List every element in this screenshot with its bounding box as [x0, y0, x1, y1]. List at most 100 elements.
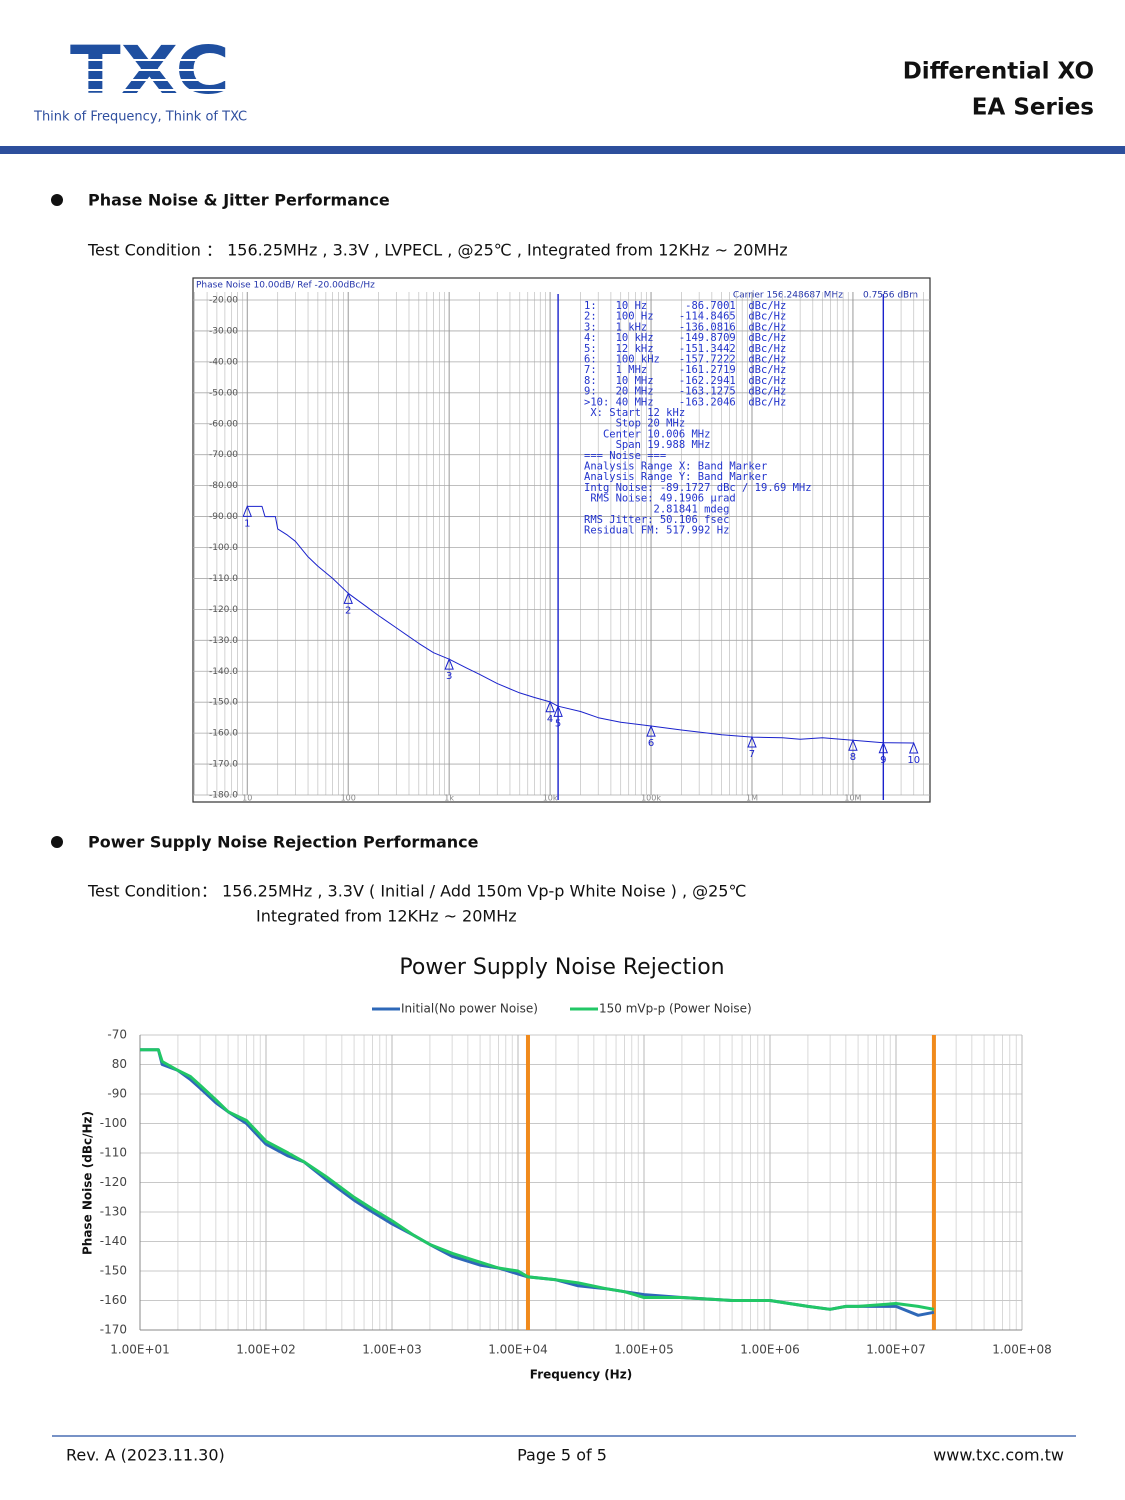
x-tick-label: 100 [341, 794, 356, 803]
marker [545, 700, 555, 713]
marker-table-line: 5: 12 kHz -151.3442 dBc/Hz [584, 343, 786, 355]
marker [646, 724, 656, 737]
y-tick-label: -20.00 [209, 296, 238, 306]
marker-table-line: 6: 100 kHz -157.7222 dBc/Hz [584, 354, 786, 366]
test-condition: Test Condition ： 156.25MHz , 3.3V , LVPE… [87, 241, 788, 260]
marker [343, 592, 353, 604]
marker-label: 1 [244, 518, 250, 529]
y-tick-label: -140.0 [209, 667, 238, 677]
marker-label: 8 [850, 752, 856, 763]
x-tick-label: 1.00E+03 [362, 1343, 422, 1357]
marker [242, 505, 253, 517]
marker-label: 6 [648, 738, 654, 749]
x-tick-label: 10k [543, 794, 558, 803]
legend-label: 150 mVp-p (Power Noise) [599, 1002, 752, 1016]
y-tick-label: -40.00 [209, 357, 238, 367]
y-tick-label: -160 [100, 1293, 127, 1307]
plot-frame [192, 277, 931, 803]
y-tick-label: -50.00 [209, 388, 238, 398]
marker-table-line: 8: 10 MHz -162.2941 dBc/Hz [584, 375, 786, 387]
marker [444, 657, 454, 670]
marker-label: 10 [907, 755, 920, 766]
section-heading: Power Supply Noise Rejection Performance [88, 833, 479, 852]
marker [747, 735, 757, 748]
y-tick-label: -120.0 [209, 605, 238, 615]
x-tick-label: 1.00E+07 [866, 1343, 926, 1357]
chart-subtitle: 0.7556 dBm [863, 291, 918, 301]
marker-table-line: === Noise === [584, 450, 666, 462]
markers: 1 2 3 4 5 6 7 8 9 10 [242, 505, 920, 766]
y-tick-label: -90 [107, 1087, 127, 1101]
y-tick-label: -130.0 [209, 636, 238, 646]
marker [848, 738, 858, 751]
marker-table-line: 2.81841 mdeg [584, 503, 729, 515]
y-tick-label: -120 [100, 1175, 127, 1189]
marker-table-line: Center 10.006 MHz [584, 428, 710, 440]
marker-table-line: Analysis Range Y: Band Marker [584, 471, 767, 483]
y-tick-label: -150 [100, 1264, 127, 1278]
marker-table-line: 3: 1 kHz -136.0816 dBc/Hz [584, 321, 786, 333]
marker-table-line: Stop 20 MHz [584, 418, 685, 430]
y-tick-label: -140 [100, 1234, 127, 1248]
y-tick-label: -170.0 [209, 760, 238, 770]
marker-label: 4 [547, 714, 553, 725]
marker-label: 9 [880, 755, 886, 766]
x-tick-label: 1.00E+02 [236, 1343, 296, 1357]
doc-title: EA Series [972, 95, 1094, 121]
marker-table-line: 1: 10 Hz -86.7001 dBc/Hz [584, 300, 786, 312]
y-tick-label: -70.00 [209, 450, 238, 460]
footer-left: Rev. A (2023.11.30) [66, 1446, 225, 1465]
y-tick-label: -100.0 [209, 543, 238, 553]
y-tick-label: -60.00 [209, 419, 238, 429]
marker-table-line: X: Start 12 kHz [584, 407, 685, 419]
footer-right: www.txc.com.tw [933, 1446, 1064, 1465]
y-tick-label: -170 [100, 1323, 127, 1337]
x-tick-label: 10 [242, 794, 252, 803]
bullet [51, 836, 63, 848]
x-tick-label: 1M [746, 794, 758, 803]
marker-table-line: Intg Noise: -89.1727 dBc / 19.69 MHz [584, 482, 812, 494]
header-bar [0, 146, 1125, 154]
x-tick-label: 1k [444, 794, 454, 803]
series-line [140, 1048, 935, 1311]
y-axis-label: Phase Noise (dBc/Hz) [81, 1111, 95, 1255]
marker-table-line: Analysis Range X: Band Marker [584, 461, 767, 473]
marker [553, 704, 563, 717]
legend-label: Initial(No power Noise) [401, 1002, 538, 1016]
test-condition: Integrated from 12KHz ~ 20MHz [256, 907, 517, 926]
y-tick-label: -90.00 [209, 512, 238, 522]
marker-table-line: 4: 10 kHz -149.8709 dBc/Hz [584, 332, 786, 344]
x-tick-label: 1.00E+06 [740, 1343, 800, 1357]
marker [878, 741, 889, 754]
y-tick-label: -30.00 [209, 326, 238, 336]
x-tick-label: 1.00E+01 [110, 1343, 170, 1357]
y-tick-label: -160.0 [209, 729, 238, 739]
y-tick-label: -80.00 [209, 481, 238, 491]
y-tick-label: -110 [100, 1146, 127, 1160]
marker-table-line: 2: 100 Hz -114.8465 dBc/Hz [584, 311, 786, 323]
doc-title: Differential XO [903, 59, 1094, 85]
y-tick-label: -110.0 [209, 574, 238, 584]
marker-table-line: Residual FM: 517.992 Hz [584, 525, 729, 537]
y-tick-label: 80 [112, 1057, 127, 1071]
x-tick-label: 1.00E+05 [614, 1343, 674, 1357]
y-tick-label: -130 [100, 1205, 127, 1219]
x-tick-label: 10M [844, 794, 861, 803]
marker-table-line: 9: 20 MHz -163.1275 dBc/Hz [584, 386, 786, 398]
footer-center: Page 5 of 5 [517, 1446, 607, 1465]
marker-label: 7 [749, 749, 755, 760]
y-tick-label: -150.0 [209, 698, 238, 708]
x-axis-label: Frequency (Hz) [530, 1368, 632, 1382]
x-tick-label: 1.00E+08 [992, 1343, 1052, 1357]
tagline: Think of Frequency, Think of TXC [33, 110, 247, 125]
y-tick-label: -70 [107, 1028, 127, 1042]
marker-table-line: >10: 40 MHz -163.2046 dBc/Hz [584, 396, 786, 408]
x-tick-label: 1.00E+04 [488, 1343, 548, 1357]
chart-subtitle: Carrier 156.248687 MHz [733, 291, 843, 301]
marker [908, 741, 919, 754]
chart-title: Power Supply Noise Rejection [399, 955, 724, 980]
chart-title: Phase Noise 10.00dB/ Ref -20.00dBc/Hz [196, 281, 375, 291]
marker-table-line: 7: 1 MHz -161.2719 dBc/Hz [584, 364, 786, 376]
